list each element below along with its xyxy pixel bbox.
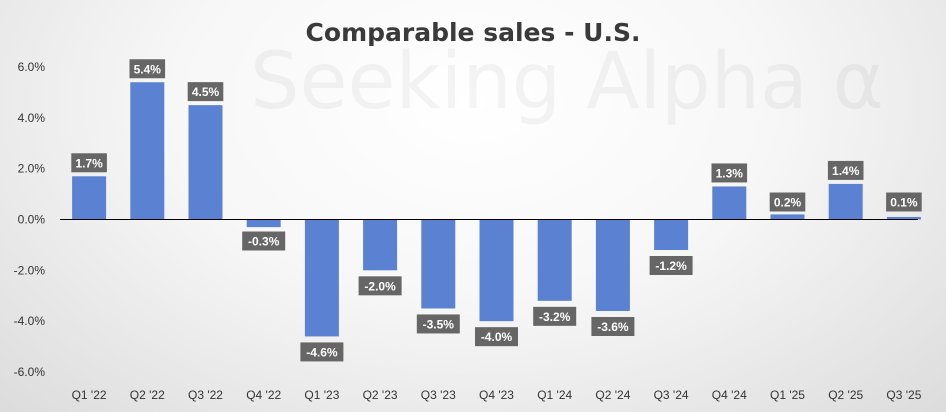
x-tick-label: Q3 '22 xyxy=(188,388,223,402)
data-label-box xyxy=(358,276,402,296)
bar-9 xyxy=(537,219,572,301)
x-tick-label: Q3 '23 xyxy=(421,388,456,402)
x-tick-label: Q2 '24 xyxy=(595,388,630,402)
x-tick-label: Q3 '24 xyxy=(654,388,689,402)
data-label-box xyxy=(533,306,577,326)
data-label: -3.2% xyxy=(539,310,571,324)
x-tick-label: Q2 '25 xyxy=(828,388,863,402)
data-label-box xyxy=(416,314,460,334)
y-tick-label: 2.0% xyxy=(18,162,46,176)
chart-title: Comparable sales - U.S. xyxy=(306,18,641,47)
y-axis-ticks: 6.0% 4.0% 2.0% 0.0% -2.0% -4.0% -6.0% xyxy=(14,60,46,379)
data-label: 0.2% xyxy=(774,196,802,210)
data-label: 0.1% xyxy=(890,196,918,210)
y-tick-label: 6.0% xyxy=(18,60,46,74)
data-label: 5.4% xyxy=(134,62,162,76)
bar-15 xyxy=(886,216,921,220)
x-tick-label: Q2 '22 xyxy=(130,388,165,402)
data-label-box xyxy=(769,192,806,212)
data-label: -4.6% xyxy=(306,345,338,359)
x-axis-ticks: Q1 '22 Q2 '22 Q3 '22 Q4 '22 Q1 '23 Q2 '23 Q3 '… xyxy=(72,388,922,402)
x-tick-label: Q1 '24 xyxy=(537,388,572,402)
data-label: -2.0% xyxy=(364,279,396,293)
bar-8 xyxy=(479,219,514,322)
y-tick-label: -4.0% xyxy=(14,314,46,328)
bar-11 xyxy=(654,219,689,250)
bar-1 xyxy=(72,176,107,220)
data-label: -1.2% xyxy=(655,259,687,273)
data-label-box xyxy=(649,256,693,275)
bar-2 xyxy=(130,82,165,220)
bar-4 xyxy=(246,219,281,228)
bar-7 xyxy=(421,219,456,309)
data-label-box xyxy=(827,160,864,180)
data-label: -4.0% xyxy=(481,330,513,344)
data-label: 1.4% xyxy=(832,164,860,178)
bar-5 xyxy=(304,219,339,337)
watermark-text: Seeking Alpha α xyxy=(250,37,884,127)
bar-12 xyxy=(712,186,747,220)
bars-group xyxy=(72,82,921,337)
data-labels-group: 1.7% 5.4% 4.5% -0.3% -4.6% -2.0% -3.5% -4.0% -3.… xyxy=(71,59,922,362)
data-label-box xyxy=(591,317,635,336)
data-label: 4.5% xyxy=(192,85,220,99)
bar-13 xyxy=(770,214,805,220)
x-tick-label: Q1 '25 xyxy=(770,388,805,402)
x-tick-label: Q1 '23 xyxy=(304,388,339,402)
bar-6 xyxy=(363,219,398,271)
y-tick-label: -6.0% xyxy=(14,365,46,379)
y-tick-label: 0.0% xyxy=(18,213,46,227)
bar-10 xyxy=(595,219,630,311)
x-tick-label: Q4 '23 xyxy=(479,388,514,402)
y-tick-label: 4.0% xyxy=(18,111,46,125)
data-label-box xyxy=(475,327,518,347)
data-label-box xyxy=(300,342,344,362)
data-label-box xyxy=(711,163,748,183)
data-label: -3.5% xyxy=(423,317,455,331)
data-label: 1.7% xyxy=(75,156,103,170)
data-label-box xyxy=(242,231,286,251)
data-label-box xyxy=(886,192,922,212)
data-label: 1.3% xyxy=(716,166,744,180)
y-tick-label: -2.0% xyxy=(14,263,46,277)
data-label-box xyxy=(129,59,166,79)
x-tick-label: Q3 '25 xyxy=(886,388,921,402)
bar-3 xyxy=(188,105,223,220)
data-label: -0.3% xyxy=(248,235,280,249)
data-label: -3.6% xyxy=(597,320,629,334)
data-label-box xyxy=(187,82,224,102)
data-label-box xyxy=(71,153,107,173)
x-tick-label: Q4 '24 xyxy=(712,388,747,402)
x-tick-label: Q4 '22 xyxy=(246,388,281,402)
bar-14 xyxy=(828,183,863,220)
x-tick-label: Q1 '22 xyxy=(72,388,107,402)
x-tick-label: Q2 '23 xyxy=(363,388,398,402)
